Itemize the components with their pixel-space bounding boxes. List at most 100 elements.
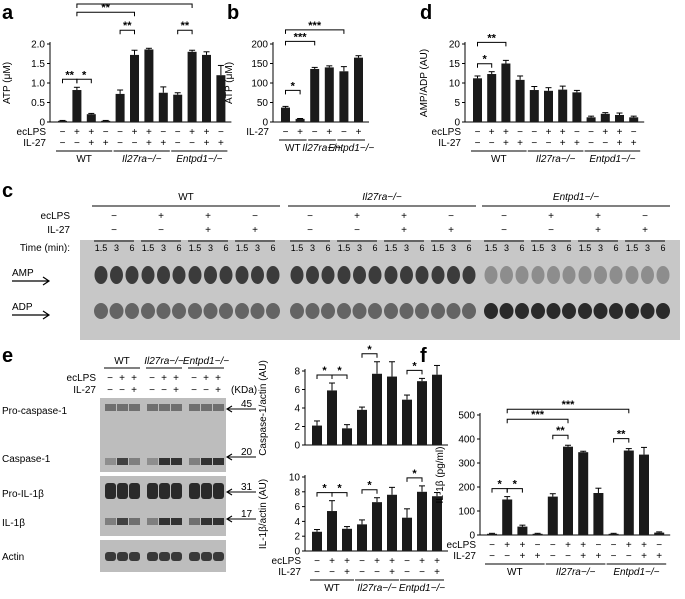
group-label-f-2: Entpd1−/−: [613, 567, 659, 578]
ecLPS-sign-f-3: −: [535, 540, 541, 551]
ecLPS-sign-d-9: +: [602, 127, 608, 138]
y-tick-label-d-1: 5: [454, 98, 460, 109]
gel-spot-adp-3: [141, 303, 155, 319]
y-tick-label-f-3: 300: [458, 459, 475, 470]
row-label-ecLPS-e-bottom: ecLPS: [272, 556, 302, 567]
gel-spot-adp-16: [352, 303, 367, 319]
ecLPS-sign-e-bottom-4: +: [374, 556, 380, 567]
gel-spot-adp-26: [515, 303, 529, 319]
gel-spot-amp-14: [321, 266, 335, 284]
blot-IL27-2-1: −: [203, 385, 209, 396]
significance-label-e-top-1: *: [337, 365, 342, 377]
ecLPS-sign-a-8: −: [175, 127, 181, 138]
panel-letter-f: f: [420, 345, 427, 367]
significance-label-f-1: *: [513, 479, 518, 491]
significance-label-f-3: ***: [562, 399, 576, 411]
ecLPS-sign-d-7: −: [574, 127, 580, 138]
IL27-sign-d-1: −: [489, 138, 495, 149]
IL27-sign-f-3: +: [535, 551, 541, 562]
band-actin-8: [213, 552, 224, 561]
ecLPS-sign-f-1: +: [504, 540, 510, 551]
ecLPS-sign-d-0: −: [475, 127, 481, 138]
gel-time-23: 6: [466, 243, 471, 253]
band-caspase-8: [213, 458, 224, 465]
bar-a-9: [187, 51, 197, 122]
gel-row-label-ecLPS: ecLPS: [41, 211, 71, 222]
significance-label-d-1: **: [487, 32, 496, 44]
bar-b-0: [281, 107, 290, 122]
IL27-sign-f-7: +: [595, 551, 601, 562]
gel-spot-adp-29: [562, 303, 576, 319]
y-tick-label-b-2: 100: [251, 79, 268, 90]
gel-time-8: 6: [223, 243, 228, 253]
ecLPS-sign-d-8: −: [588, 127, 594, 138]
gel-time-3: 1.5: [142, 243, 155, 253]
significance-label-b-2: ***: [308, 20, 322, 32]
y-tick-label-f-2: 200: [458, 483, 475, 494]
bar-d-6: [558, 89, 568, 122]
bar-a-7: [158, 92, 168, 122]
gel-spot-amp-27: [531, 266, 545, 284]
IL27-sign-d-10: +: [617, 138, 623, 149]
gel-time-29: 6: [566, 243, 571, 253]
IL27-sign-f-0: −: [489, 551, 495, 562]
blot-kda-label: (KDa): [231, 385, 257, 396]
blot-group-label-2: Entpd1−/−: [183, 356, 229, 367]
IL27-sign-f-11: +: [656, 551, 662, 562]
y-tick-label-f-0: 0: [469, 531, 475, 542]
significance-label-a-5: **: [181, 20, 190, 32]
group-label-b-2: Entpd1−/−: [328, 143, 374, 154]
bar-d-2: [501, 63, 511, 122]
ecLPS-sign-d-11: −: [631, 127, 637, 138]
band-il1b-2: [129, 518, 140, 525]
ecLPS-sign-e-bottom-0: −: [314, 556, 320, 567]
bar-b-2: [310, 68, 320, 122]
bar-a-3: [101, 120, 111, 122]
group-label-d-0: WT: [491, 154, 507, 165]
gel-spot-amp-1: [110, 266, 123, 284]
row-label-ecLPS-f: ecLPS: [447, 540, 477, 551]
band-pro-caspase-6: [189, 404, 200, 411]
y-tick-label-a-2: 1.0: [31, 79, 45, 90]
bar-f-2: [517, 526, 528, 535]
gel-spot-amp-26: [515, 266, 529, 284]
group-label-e-bottom-2: Entpd1−/−: [399, 583, 445, 594]
group-label-d-2: Entpd1−/−: [589, 154, 635, 165]
gel-time-14: 6: [325, 243, 330, 253]
gel-spot-adp-22: [446, 303, 461, 319]
gel-time-35: 6: [660, 243, 665, 253]
significance-bracket-f-3: [506, 408, 630, 414]
ecLPS-sign-a-4: −: [117, 127, 123, 138]
IL27-sign-d-6: +: [560, 138, 566, 149]
gel-image-c: [80, 240, 680, 340]
significance-bracket-a-1: [76, 78, 92, 84]
bar-b-3: [324, 67, 334, 122]
gel-IL27-0-0: −: [111, 225, 117, 236]
IL27-sign-e-bottom-1: −: [329, 567, 335, 578]
band-actin-3: [147, 552, 158, 561]
band-caspase-1: [117, 458, 128, 465]
bar-f-7: [593, 493, 604, 535]
bar-e-top-4: [372, 373, 382, 445]
gel-spot-amp-33: [625, 266, 639, 284]
band-pro-caspase-4: [159, 404, 170, 411]
bar-d-5: [544, 90, 553, 122]
gel-ecLPS-1-0: −: [307, 211, 313, 222]
ecLPS-sign-a-11: −: [218, 127, 224, 138]
IL27-sign-a-3: +: [103, 138, 109, 149]
bar-f-10: [639, 454, 649, 535]
significance-bracket-e-top-1: [331, 374, 348, 380]
gel-time-5: 6: [176, 243, 181, 253]
bar-e-bottom-5: [387, 494, 397, 551]
gel-marker-adp-arrow: [12, 310, 51, 320]
y-tick-label-b-0: 0: [262, 118, 268, 129]
gel-spot-adp-13: [305, 303, 320, 319]
gel-IL27-2-1: −: [548, 225, 554, 236]
significance-bracket-b-0: [285, 89, 301, 95]
ecLPS-sign-f-5: +: [565, 540, 571, 551]
blot-IL27-2-0: −: [191, 385, 197, 396]
gel-time-32: 6: [613, 243, 618, 253]
blot-IL27-1-0: −: [149, 385, 155, 396]
panel-letter-e: e: [2, 345, 14, 367]
